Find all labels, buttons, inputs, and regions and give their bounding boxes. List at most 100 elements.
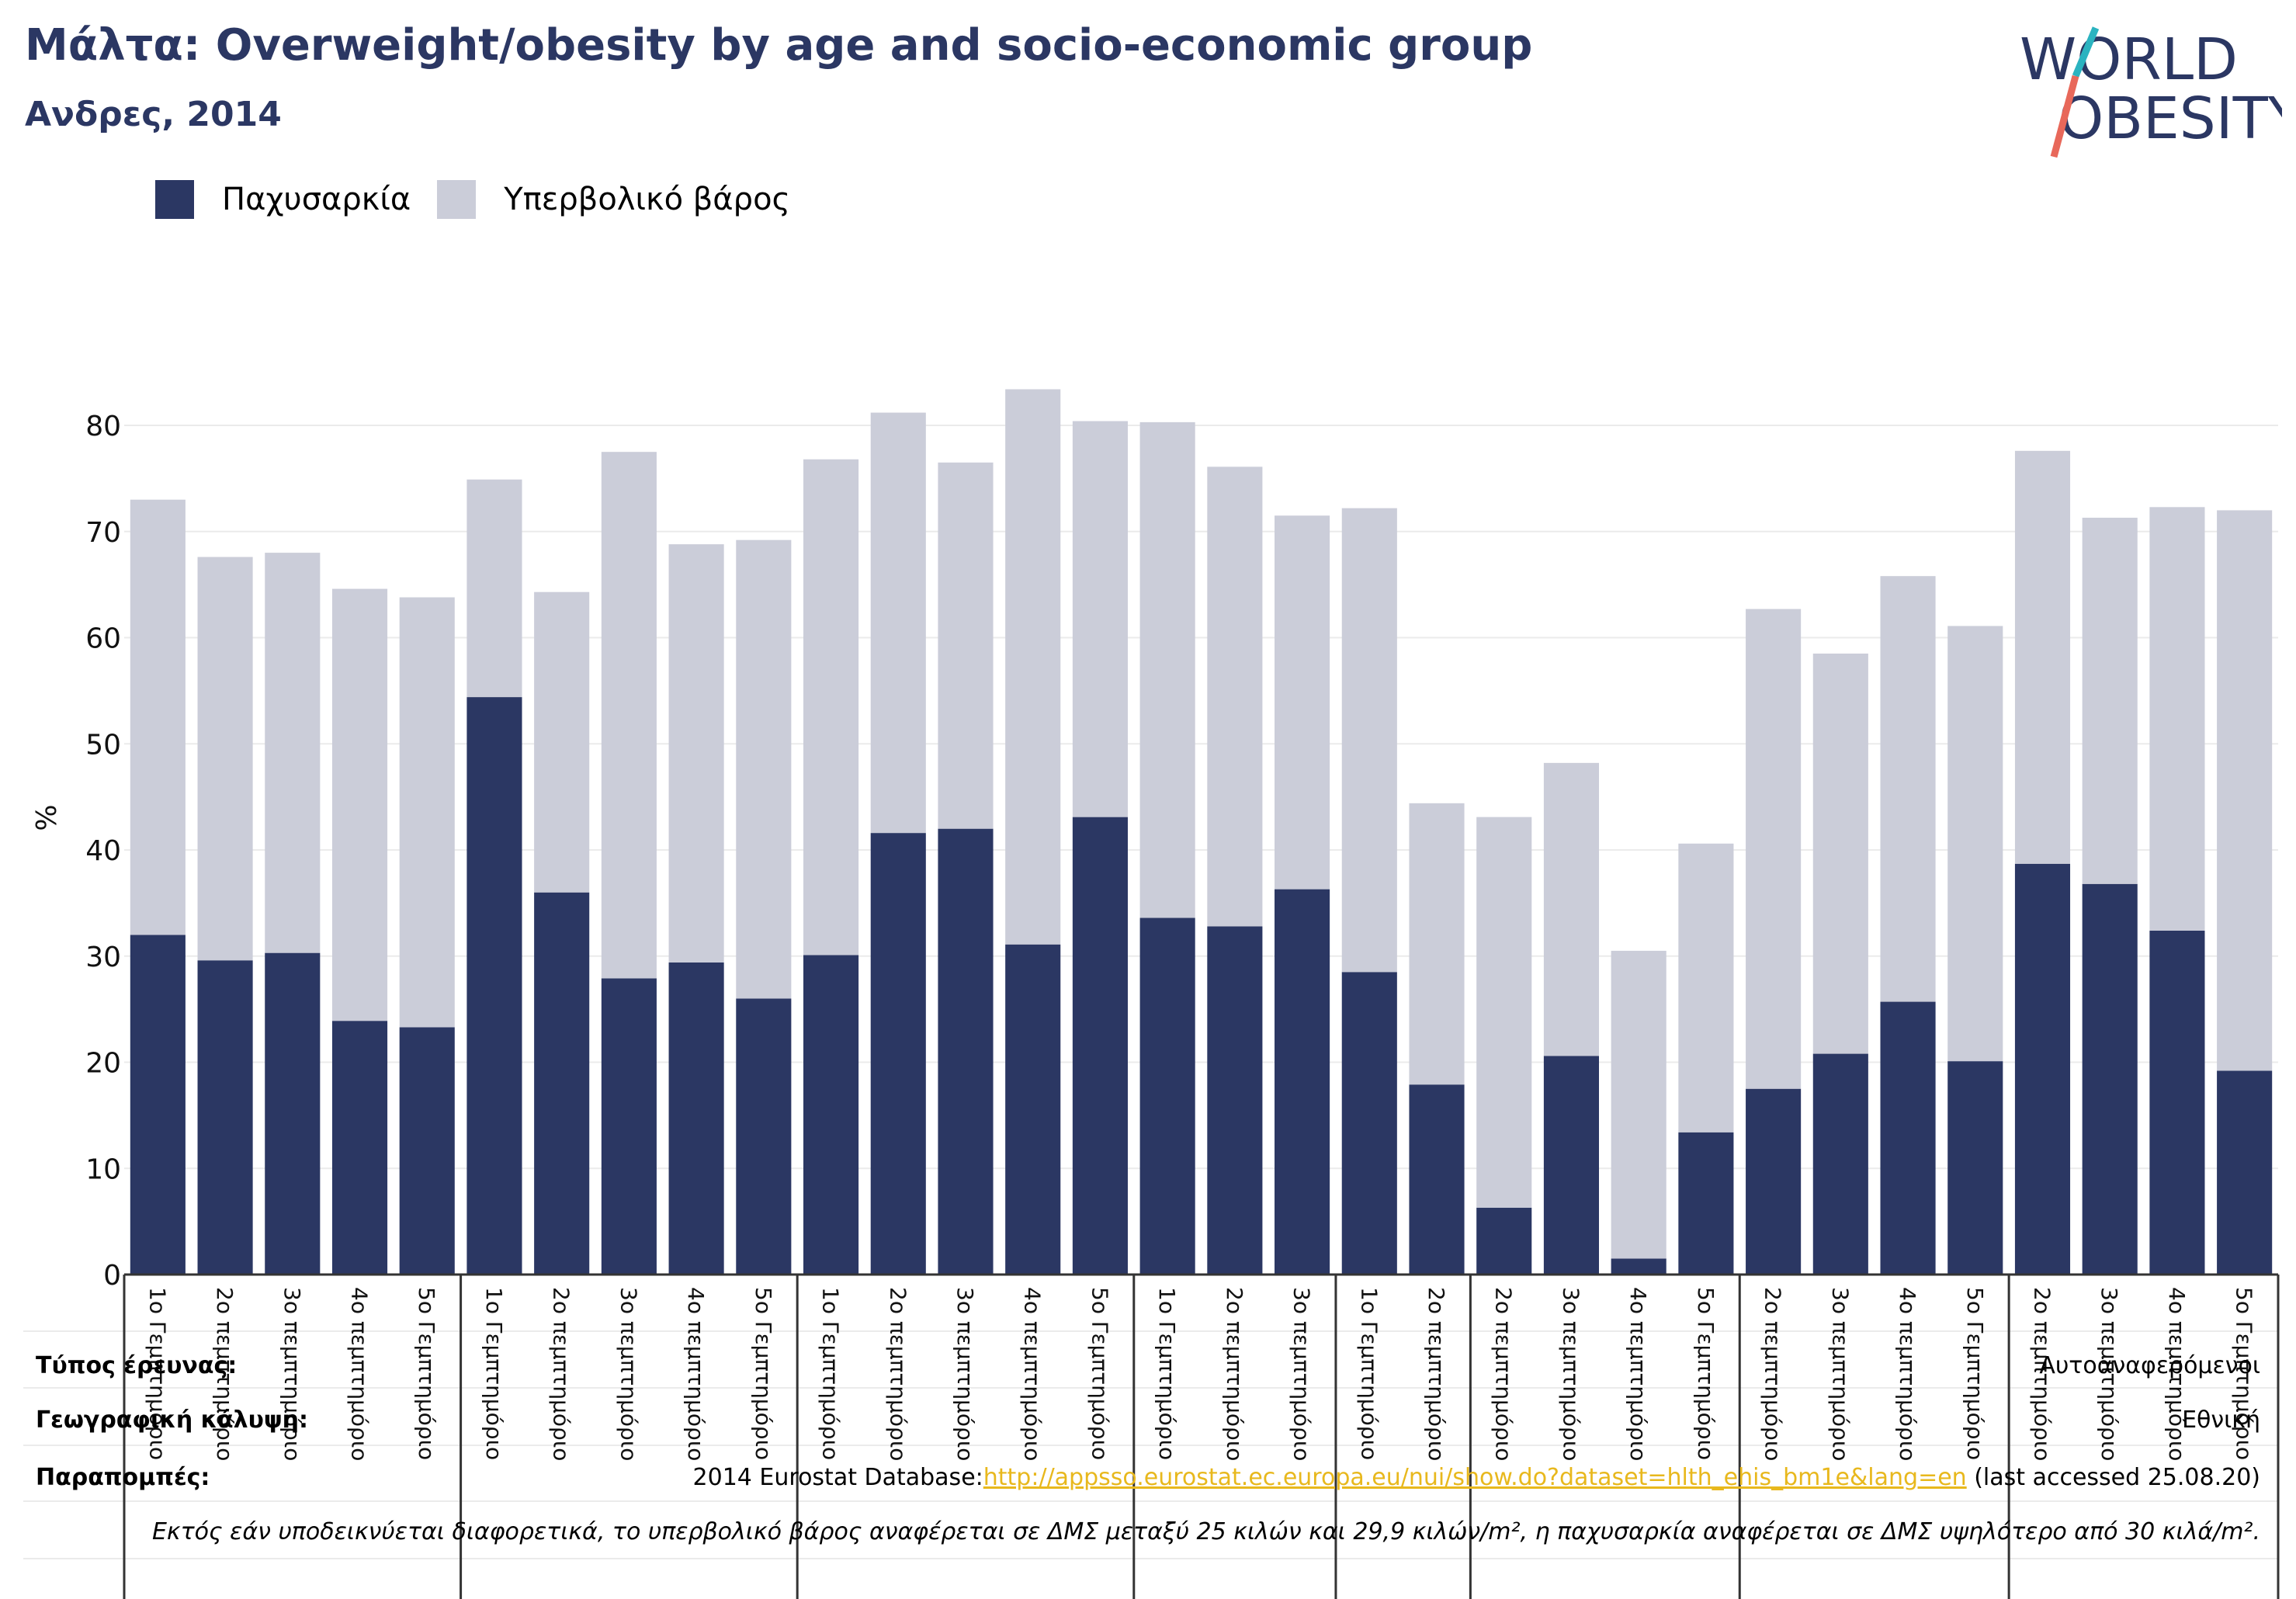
bar-obesity [2082,883,2138,1275]
bar-overweight [1409,803,1465,1085]
y-tick-label: 60 [85,623,121,655]
bar-obesity [1409,1084,1465,1275]
bar-obesity [870,833,926,1275]
bar-overweight [2149,507,2205,931]
x-category-label: 2ο πεμπτημόριο [1491,1287,1517,1461]
survey-type-label: Τύπος έρευνας: [36,1352,238,1379]
bar-overweight [1880,576,1936,1002]
bar-obesity [1611,1258,1667,1275]
x-category-label: 1ο Γεμπτημόριο [818,1287,844,1460]
bar-overweight [1275,515,1330,890]
bar-obesity [1746,1088,1802,1275]
bar-overweight [1611,950,1667,1259]
x-category-label: 5ο Γεμπτημόριο [414,1287,439,1460]
x-category-label: 5ο Γεμπτημόριο [751,1287,776,1460]
x-category-label: 4ο πεμπτημόριο [683,1287,709,1461]
bar-obesity [2149,930,2205,1275]
bar-obesity [736,998,792,1275]
x-category-label: 4ο πεμπτημόριο [347,1287,373,1461]
bar-overweight [534,591,590,893]
bar-overweight [1476,817,1532,1208]
bar-obesity [938,828,994,1275]
x-category-label: 2ο πεμπτημόριο [1222,1287,1247,1461]
bar-obesity [1275,889,1330,1275]
x-category-label: 5ο Γεμπτημόριο [1087,1287,1112,1460]
x-category-label: 1ο Γεμπτημόριο [1154,1287,1180,1460]
bar-obesity [601,978,657,1275]
bar-overweight [668,544,724,963]
coverage-label: Γεωγραφική κάλυψη: [36,1406,309,1434]
bar-overweight [601,452,657,979]
legend-label-obesity: Παχυσαρκία [222,182,411,217]
bar-overweight [197,557,253,961]
y-tick-label: 20 [85,1048,121,1080]
bar-obesity [331,1021,388,1275]
references-prefix: 2014 Eurostat Database: [692,1464,983,1491]
bar-obesity [399,1027,455,1275]
bar-overweight [1543,762,1600,1056]
x-category-label: 3ο πεμπτημόριο [616,1287,641,1461]
x-category-label: 3ο πεμπτημόριο [1289,1287,1315,1461]
bar-obesity [2014,863,2071,1275]
bar-obesity [1139,917,1195,1275]
references-label: Παραπομπές: [36,1464,210,1491]
bar-obesity [1880,1001,1936,1275]
bar-overweight [1947,626,2003,1062]
x-category-label: 4ο πεμπτημόριο [1020,1287,1046,1461]
x-category-label: 5ο Γεμπτημόριο [1962,1287,1988,1460]
bar-obesity [265,952,321,1275]
bar-overweight [1678,843,1734,1132]
bar-overweight [803,459,859,956]
x-category-label: 3ο πεμπτημόριο [952,1287,978,1461]
bar-obesity [1207,926,1263,1275]
bar-overweight [1005,389,1061,945]
legend-item-obesity: Παχυσαρκία [155,180,411,219]
bar-overweight [736,539,792,999]
x-category-label: 2ο πεμπτημόριο [212,1287,238,1461]
bar-overweight [938,462,994,829]
bar-overweight [466,479,522,698]
bar-overweight [1072,421,1128,817]
bar-overweight [1812,654,1868,1054]
x-category-label: 5ο Γεμπτημόριο [2232,1287,2257,1460]
bar-overweight [2014,450,2071,864]
coverage-value: Εθνική [2182,1406,2260,1434]
bar-obesity [1005,944,1061,1275]
y-tick-label: 30 [85,942,121,973]
x-category-label: 3ο πεμπτημόριο [1558,1287,1583,1461]
y-tick-label: 80 [85,411,121,442]
x-category-label: 1ο Γεμπτημόριο [481,1287,507,1460]
bar-overweight [1207,467,1263,927]
bar-obesity [1947,1061,2003,1275]
bar-overweight [2217,510,2273,1071]
x-category-label: 5ο Γεμπτημόριο [1693,1287,1719,1460]
references-suffix: (last accessed 25.08.20) [1966,1464,2260,1491]
bar-overweight [1746,609,1802,1089]
chart-subtitle: Ανδρες, 2014 [25,95,282,134]
bar-obesity [1812,1053,1868,1275]
chart-title: Μάλτα: Overweight/obesity by age and soc… [25,20,1533,71]
bar-obesity [1341,972,1397,1275]
bar-obesity [1543,1056,1600,1275]
bar-overweight [1139,421,1195,918]
x-category-label: 3ο πεμπτημόριο [1827,1287,1853,1461]
chart-legend: Παχυσαρκία Υπερβολικό βάρος [155,179,817,220]
legend-swatch-overweight [437,180,477,219]
bar-obesity [2217,1070,2273,1275]
references-link[interactable]: http://appsso.eurostat.ec.europa.eu/nui/… [983,1464,1967,1491]
svg-text:OBESITY: OBESITY [2058,85,2282,152]
bar-overweight [130,499,186,935]
svg-text:WORLD: WORLD [2020,26,2238,93]
x-category-label: 2ο πεμπτημόριο [1760,1287,1786,1461]
x-category-label: 2ο πεμπτημόριο [549,1287,574,1461]
bar-overweight [331,588,388,1021]
bar-overweight [399,597,455,1028]
y-tick-label: 40 [85,835,121,867]
y-tick-label: 70 [85,517,121,549]
legend-item-overweight: Υπερβολικό βάρος [437,180,790,219]
y-axis-label: % [31,804,63,831]
bar-overweight [265,553,321,953]
x-category-label: 4ο πεμπτημόριο [1895,1287,1920,1461]
y-tick-label: 0 [103,1260,121,1292]
